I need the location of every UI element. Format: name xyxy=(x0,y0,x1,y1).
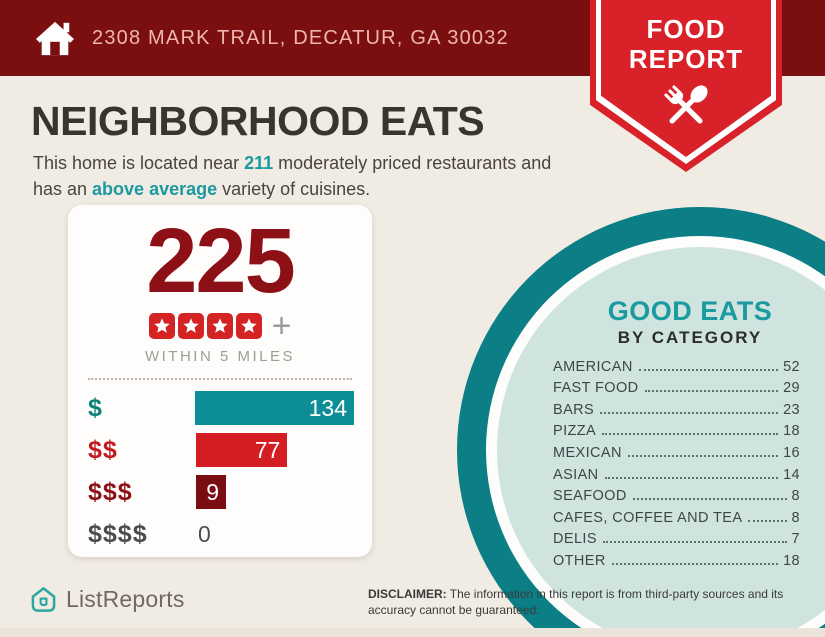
page-subtitle: This home is located near 211 moderately… xyxy=(33,150,551,202)
radius-label: WITHIN 5 MILES xyxy=(144,348,295,365)
category-value: 8 xyxy=(791,488,800,505)
good-eats-subtitle: BY CATEGORY xyxy=(617,328,763,347)
price-level-bar-chart: $ 134 $$ 77 $$$ 9 $$$$ 0 xyxy=(68,391,372,551)
bar-track: 9 xyxy=(196,475,354,509)
dotted-leader xyxy=(638,368,779,371)
category-label: ASIAN xyxy=(553,466,599,483)
bottom-edge-strip xyxy=(0,628,825,637)
category-label: DELIS xyxy=(553,531,597,548)
star-icon xyxy=(148,313,175,339)
star-icon xyxy=(206,313,233,339)
category-label: BARS xyxy=(553,401,595,418)
list-item: OTHER 18 xyxy=(553,549,800,571)
category-value: 18 xyxy=(783,423,800,440)
total-restaurants: 225 xyxy=(146,210,296,312)
price-level-label: $ xyxy=(88,393,103,422)
bar-row: $$$ 9 xyxy=(88,475,354,509)
category-label: PIZZA xyxy=(553,423,597,440)
list-item: PIZZA 18 xyxy=(553,420,800,442)
bar-row: $ 134 xyxy=(88,391,354,425)
category-value: 8 xyxy=(791,509,800,526)
list-item: ASIAN 14 xyxy=(553,463,800,485)
price-level-label: $$ xyxy=(88,435,118,464)
price-level-label: $$$$ xyxy=(88,519,148,548)
star-rating: + xyxy=(68,307,372,345)
category-value: 18 xyxy=(783,552,800,569)
category-label: AMERICAN xyxy=(553,358,633,375)
plus-sign: + xyxy=(271,307,292,345)
subtitle-text: moderately priced restaurants and xyxy=(273,153,552,173)
star-icon xyxy=(235,313,262,339)
bar-value: 0 xyxy=(198,520,211,547)
category-list: AMERICAN 52 FAST FOOD 29 BARS 23 PIZZA 18 ME… xyxy=(553,355,800,571)
variety-highlight: above average xyxy=(92,179,218,199)
restaurant-count: 211 xyxy=(244,153,274,173)
category-value: 52 xyxy=(783,358,800,375)
list-item: SEAFOOD 8 xyxy=(553,485,800,507)
dotted-leader xyxy=(748,519,787,522)
bar-value: 134 xyxy=(308,394,347,421)
star-icon xyxy=(177,313,204,339)
category-value: 14 xyxy=(783,466,800,483)
ribbon-title: FOOD REPORT xyxy=(590,14,782,74)
house-icon xyxy=(36,21,74,56)
crossed-spoon-fork-icon xyxy=(664,85,708,124)
dotted-leader xyxy=(602,433,779,436)
category-value: 16 xyxy=(783,444,800,461)
bar: 134 xyxy=(195,391,354,425)
subtitle-text: has an xyxy=(33,179,93,199)
bar-value: 9 xyxy=(206,478,219,505)
subtitle-line2: has an above average variety of cuisines… xyxy=(33,176,551,202)
dotted-leader xyxy=(604,476,779,479)
dotted-leader xyxy=(611,562,779,565)
category-label: CAFES, COFFEE AND TEA xyxy=(553,509,743,526)
subtitle-text: variety of cuisines. xyxy=(217,179,371,199)
dashed-divider xyxy=(88,378,352,380)
category-label: MEXICAN xyxy=(553,444,622,461)
listreports-brand: ListReports xyxy=(30,586,185,613)
property-address: 2308 MARK TRAIL, DECATUR, GA 30032 xyxy=(92,26,509,49)
good-eats-title: GOOD EATS xyxy=(607,296,773,326)
bar-row: $$$$ 0 xyxy=(88,517,354,551)
bar-track: 0 xyxy=(196,517,354,551)
restaurant-stats-card: 225 + WITHIN 5 MILES $ 134 $$ 77 $$$ 9 xyxy=(68,205,372,557)
price-level-label: $$$ xyxy=(88,477,133,506)
category-circle xyxy=(497,247,825,637)
list-item: AMERICAN 52 xyxy=(553,355,800,377)
dotted-leader xyxy=(602,541,787,544)
dotted-leader xyxy=(632,498,787,501)
bar: 9 xyxy=(196,475,226,509)
ribbon-line1: FOOD xyxy=(646,14,726,44)
subtitle-line1: This home is located near 211 moderately… xyxy=(33,150,551,176)
category-label: OTHER xyxy=(553,552,606,569)
bar-row: $$ 77 xyxy=(88,433,354,467)
brand-name: ListReports xyxy=(66,586,185,612)
list-item: MEXICAN 16 xyxy=(553,441,800,463)
category-label: FAST FOOD xyxy=(553,380,639,397)
list-item: FAST FOOD 29 xyxy=(553,377,800,399)
food-report-ribbon: FOOD REPORT xyxy=(590,0,782,172)
dotted-leader xyxy=(644,390,779,393)
bar-track: 77 xyxy=(196,433,354,467)
category-value: 23 xyxy=(783,401,800,418)
list-item: DELIS 7 xyxy=(553,528,800,550)
category-label: SEAFOOD xyxy=(553,488,627,505)
bar: 77 xyxy=(196,433,288,467)
disclaimer: DISCLAIMER: The information in this repo… xyxy=(368,586,814,618)
page-title: NEIGHBORHOOD EATS xyxy=(31,98,485,144)
list-item: BARS 23 xyxy=(553,398,800,420)
category-value: 7 xyxy=(791,531,800,548)
list-item: CAFES, COFFEE AND TEA 8 xyxy=(553,506,800,528)
dotted-leader xyxy=(600,411,779,414)
bar-track: 134 xyxy=(195,391,354,425)
dotted-leader xyxy=(627,454,779,457)
disclaimer-label: DISCLAIMER: xyxy=(368,587,447,601)
ribbon-line2: REPORT xyxy=(628,44,744,74)
bar-value: 77 xyxy=(254,436,281,463)
subtitle-text: This home is located near xyxy=(33,153,245,173)
disclaimer-text: The information in this report is from t… xyxy=(368,587,784,617)
category-value: 29 xyxy=(783,380,800,397)
listreports-logo-icon xyxy=(31,587,56,612)
